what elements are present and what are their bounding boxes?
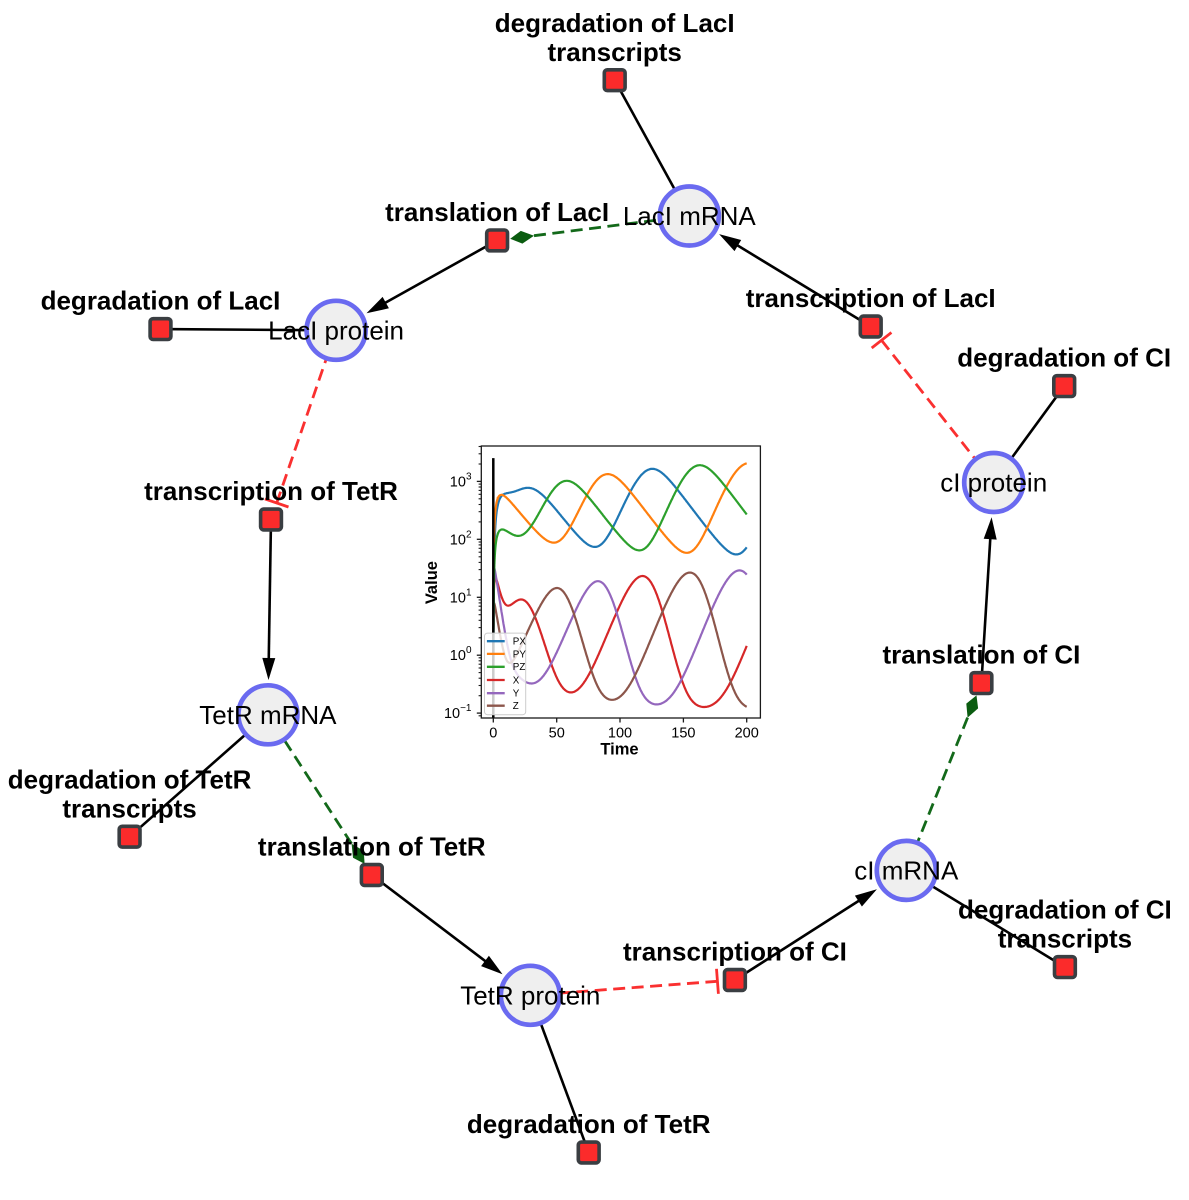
svg-text:translation of TetR: translation of TetR [258,832,486,862]
svg-text:200: 200 [735,726,759,742]
svg-text:Time: Time [600,741,638,759]
svg-text:Value: Value [423,561,441,604]
svg-text:degradation of CI: degradation of CI [957,343,1171,373]
svg-text:10−1: 10−1 [444,703,472,722]
svg-text:transcription of CI: transcription of CI [623,937,847,967]
svg-text:translation of LacI: translation of LacI [385,197,609,227]
svg-text:100: 100 [608,726,632,742]
svg-text:transcription of LacI: transcription of LacI [746,283,996,313]
svg-text:degradation of TetR: degradation of TetR [467,1109,711,1139]
svg-text:transcription of TetR: transcription of TetR [144,476,398,506]
svg-text:TetR protein: TetR protein [460,980,600,1010]
svg-text:PY: PY [513,649,527,660]
svg-text:PZ: PZ [513,662,526,673]
svg-text:transcripts: transcripts [62,793,196,823]
svg-text:LacI mRNA: LacI mRNA [623,201,757,231]
svg-text:103: 103 [450,471,472,490]
svg-text:101: 101 [450,587,472,606]
svg-text:degradation of CI: degradation of CI [958,895,1172,925]
svg-text:degradation of LacI: degradation of LacI [495,8,735,38]
svg-text:degradation of LacI: degradation of LacI [41,286,281,316]
svg-text:Y: Y [513,689,520,700]
svg-text:X: X [513,675,520,686]
svg-text:Z: Z [513,701,519,712]
svg-text:150: 150 [671,726,695,742]
svg-text:translation of CI: translation of CI [882,640,1080,670]
svg-text:0: 0 [489,726,497,742]
svg-text:PX: PX [513,637,527,648]
svg-text:50: 50 [549,726,565,742]
svg-text:100: 100 [450,645,472,664]
svg-text:cI mRNA: cI mRNA [854,855,959,885]
svg-text:transcripts: transcripts [998,924,1132,954]
svg-text:cI protein: cI protein [940,468,1047,498]
svg-text:degradation of TetR: degradation of TetR [8,764,252,794]
svg-text:transcripts: transcripts [548,37,682,67]
svg-text:102: 102 [450,529,472,548]
svg-text:LacI protein: LacI protein [268,315,404,345]
svg-text:TetR mRNA: TetR mRNA [199,700,337,730]
